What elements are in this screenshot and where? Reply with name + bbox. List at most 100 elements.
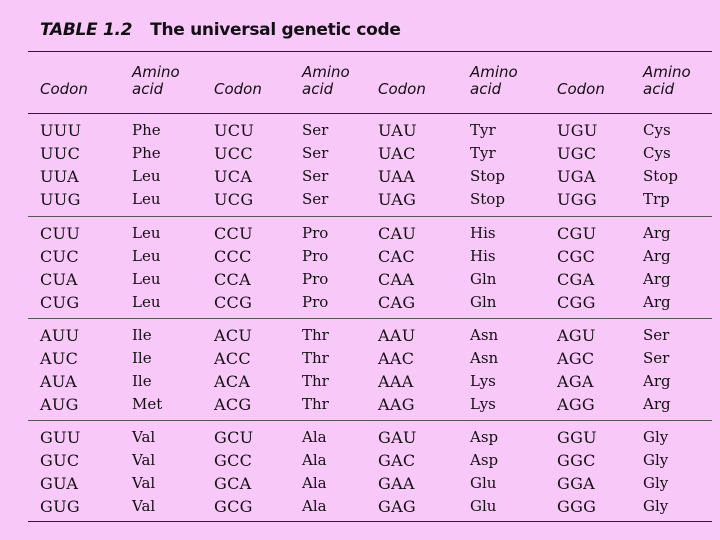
- codon-cell: CGA: [557, 270, 595, 289]
- amino-acid-cell: Ser: [302, 190, 329, 208]
- codon-cell: ACC: [214, 349, 251, 368]
- codon-cell: UGA: [557, 167, 596, 186]
- codon-cell: UGU: [557, 121, 598, 140]
- codon-cell: UAA: [378, 167, 416, 186]
- amino-acid-cell: Gly: [643, 474, 669, 492]
- codon-cell: CUA: [40, 270, 78, 289]
- header-line-1: [214, 64, 262, 81]
- header-codon: Codon: [557, 64, 605, 98]
- amino-acid-cell: Pro: [302, 270, 329, 288]
- amino-acid-cell: Cys: [643, 121, 671, 139]
- amino-acid-cell: Arg: [643, 247, 671, 265]
- header-line-1: [557, 64, 605, 81]
- amino-acid-cell: Val: [132, 428, 156, 446]
- group-separator: [28, 420, 712, 421]
- amino-acid-cell: Asn: [470, 326, 499, 344]
- header-amino-acid: Amino acid: [302, 64, 350, 98]
- codon-cell: UAG: [378, 190, 417, 209]
- amino-acid-cell: Leu: [132, 167, 161, 185]
- codon-cell: GUG: [40, 497, 80, 516]
- amino-acid-cell: Ile: [132, 326, 152, 344]
- codon-cell: GAC: [378, 451, 416, 470]
- codon-cell: UUG: [40, 190, 81, 209]
- amino-acid-cell: Asp: [470, 428, 499, 446]
- header-line-2: Codon: [40, 80, 88, 98]
- amino-acid-cell: Cys: [643, 144, 671, 162]
- codon-cell: ACU: [214, 326, 253, 345]
- codon-cell: GGU: [557, 428, 597, 447]
- amino-acid-cell: Glu: [470, 497, 497, 515]
- header-line-1: [40, 64, 88, 81]
- header-line-2: Codon: [214, 80, 262, 98]
- amino-acid-cell: Met: [132, 395, 163, 413]
- codon-cell: AUU: [40, 326, 80, 345]
- amino-acid-cell: Pro: [302, 293, 329, 311]
- codon-cell: UUC: [40, 144, 81, 163]
- amino-acid-cell: Ile: [132, 372, 152, 390]
- codon-cell: AGU: [557, 326, 596, 345]
- amino-acid-cell: Pro: [302, 224, 329, 242]
- codon-cell: AGC: [557, 349, 595, 368]
- amino-acid-cell: Thr: [302, 395, 329, 413]
- amino-acid-cell: Gly: [643, 451, 669, 469]
- codon-cell: UAU: [378, 121, 417, 140]
- table-title: The universal genetic code: [150, 20, 401, 40]
- amino-acid-cell: Leu: [132, 224, 161, 242]
- amino-acid-cell: Asn: [470, 349, 499, 367]
- codon-cell: GGA: [557, 474, 596, 493]
- header-line-2: acid: [302, 80, 334, 98]
- codon-cell: CCU: [214, 224, 253, 243]
- amino-acid-cell: His: [470, 247, 496, 265]
- amino-acid-cell: Leu: [132, 247, 161, 265]
- amino-acid-cell: Phe: [132, 144, 161, 162]
- codon-cell: GCA: [214, 474, 252, 493]
- amino-acid-cell: Stop: [643, 167, 678, 185]
- top-rule: [28, 51, 712, 52]
- amino-acid-cell: Thr: [302, 372, 329, 390]
- amino-acid-cell: Ser: [302, 144, 329, 162]
- header-line-1: [378, 64, 426, 81]
- header-amino-acid: Amino acid: [643, 64, 691, 98]
- amino-acid-cell: Ala: [302, 497, 327, 515]
- amino-acid-cell: Gly: [643, 497, 669, 515]
- codon-cell: UCU: [214, 121, 255, 140]
- amino-acid-cell: Ser: [302, 121, 329, 139]
- header-line-1: Amino: [470, 63, 518, 81]
- header-line-1: Amino: [643, 63, 691, 81]
- codon-cell: GAU: [378, 428, 417, 447]
- codon-cell: UUA: [40, 167, 79, 186]
- amino-acid-cell: Glu: [470, 474, 497, 492]
- codon-cell: CCC: [214, 247, 252, 266]
- amino-acid-cell: Val: [132, 451, 156, 469]
- codon-cell: UGG: [557, 190, 597, 209]
- codon-cell: CAG: [378, 293, 416, 312]
- header-amino-acid: Amino acid: [470, 64, 518, 98]
- codon-cell: UCA: [214, 167, 253, 186]
- codon-cell: UAC: [378, 144, 416, 163]
- amino-acid-cell: Arg: [643, 224, 671, 242]
- amino-acid-cell: His: [470, 224, 496, 242]
- header-line-2: acid: [132, 80, 164, 98]
- codon-cell: AAU: [378, 326, 416, 345]
- amino-acid-cell: Ala: [302, 428, 327, 446]
- codon-cell: CCA: [214, 270, 251, 289]
- codon-cell: AAA: [378, 372, 414, 391]
- amino-acid-cell: Gln: [470, 293, 497, 311]
- amino-acid-cell: Ser: [302, 167, 329, 185]
- header-line-2: Codon: [378, 80, 426, 98]
- amino-acid-cell: Ala: [302, 474, 327, 492]
- table-caption: TABLE 1.2 The universal genetic code: [40, 20, 401, 50]
- amino-acid-cell: Stop: [470, 190, 505, 208]
- header-line-2: Codon: [557, 80, 605, 98]
- header-amino-acid: Amino acid: [132, 64, 180, 98]
- amino-acid-cell: Lys: [470, 372, 496, 390]
- table-label: TABLE 1.2: [40, 20, 133, 40]
- amino-acid-cell: Arg: [643, 372, 671, 390]
- header-codon: Codon: [378, 64, 426, 98]
- amino-acid-cell: Arg: [643, 395, 671, 413]
- bottom-rule: [28, 521, 712, 522]
- codon-cell: AUC: [40, 349, 79, 368]
- amino-acid-cell: Leu: [132, 270, 161, 288]
- amino-acid-cell: Leu: [132, 293, 161, 311]
- amino-acid-cell: Arg: [643, 270, 671, 288]
